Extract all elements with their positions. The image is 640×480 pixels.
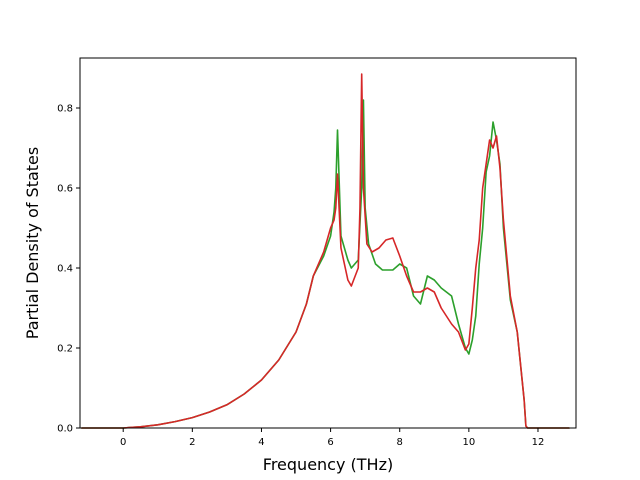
x-tick-label: 0 (120, 437, 126, 448)
x-tick-label: 4 (258, 437, 264, 448)
x-tick-label: 8 (397, 437, 403, 448)
y-tick-label: 0.2 (57, 344, 73, 355)
x-axis-title: Frequency (THz) (263, 455, 393, 474)
x-tick-label: 10 (462, 437, 475, 448)
y-tick-label: 0.4 (57, 264, 73, 275)
plot-frame (79, 57, 577, 429)
x-tick-label: 6 (327, 437, 333, 448)
y-axis: 0.0 0.2 0.4 0.6 0.8 (57, 104, 80, 435)
series-line-2 (80, 73, 570, 429)
y-tick-label: 0.0 (57, 424, 73, 435)
y-tick-label: 0.8 (57, 104, 73, 115)
series-layer (80, 73, 570, 429)
y-axis-title: Partial Density of States (23, 147, 42, 339)
x-axis: 0 2 4 6 8 10 12 (120, 428, 544, 448)
y-tick-label: 0.6 (57, 184, 73, 195)
x-tick-label: 12 (532, 437, 545, 448)
x-tick-label: 2 (189, 437, 195, 448)
